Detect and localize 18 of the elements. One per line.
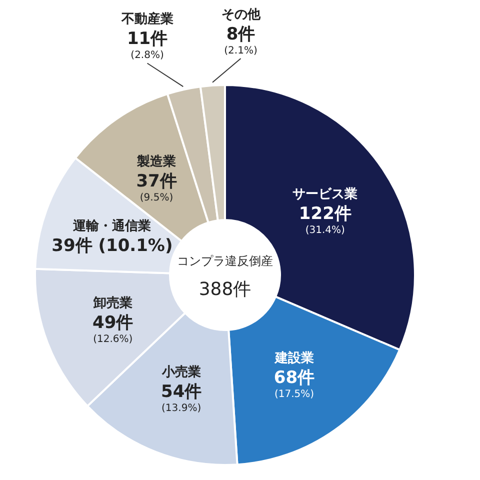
slice-label: サービス業 xyxy=(292,186,358,202)
slice-label: 運輸・通信業 xyxy=(72,218,152,234)
data-label: 122件 (31.4%) xyxy=(298,204,352,236)
slice-label: 建設業 xyxy=(274,350,314,366)
slice-label: 不動産業 xyxy=(120,11,174,28)
data-label: 54件 (13.9%) xyxy=(160,382,202,414)
slice-label: 小売業 xyxy=(160,364,201,380)
data-label: 39件 (10.1%) xyxy=(52,236,173,256)
data-label: 11件 (2.8%) xyxy=(126,29,168,62)
data-label: 68件 (17.5%) xyxy=(274,368,315,400)
slice-label: その他 xyxy=(221,7,262,22)
text: 388件 xyxy=(198,279,252,300)
data-label: 49件 (12.6%) xyxy=(92,312,134,345)
slice-label: 製造業 xyxy=(136,154,176,170)
slice-label: 卸売業 xyxy=(92,296,132,311)
text: コンプラ違反倒産 xyxy=(177,254,273,268)
data-label: 8件 (2.1%) xyxy=(224,24,258,56)
data-label: 37件 (9.5%) xyxy=(136,171,177,204)
